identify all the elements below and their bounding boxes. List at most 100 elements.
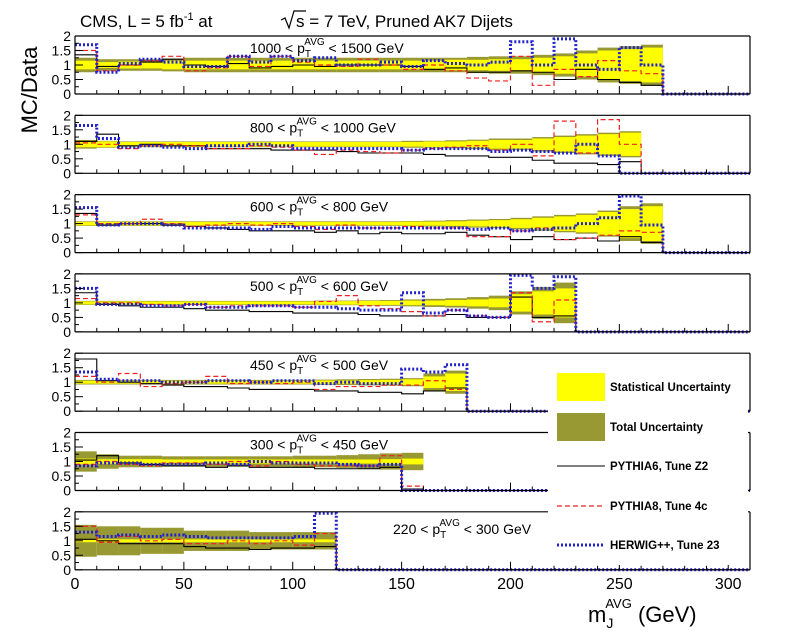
- pythia6-line: [75, 292, 750, 333]
- y-tick-label: 1: [63, 374, 71, 390]
- title-text: CMS, L = 5 fb: [80, 12, 184, 31]
- stat-uncertainty-bin: [532, 138, 555, 151]
- stat-uncertainty-bin: [358, 380, 380, 385]
- title-tail: = 7 TeV, Pruned AK7 Dijets: [305, 12, 513, 31]
- panel-2: 00.511.52 800 < pTAVG < 1000 GeV: [52, 107, 751, 181]
- stat-uncertainty-bin: [358, 300, 380, 305]
- y-tick-label: 0.5: [52, 230, 72, 246]
- stat-uncertainty-bin: [183, 459, 206, 464]
- panel-label-sup: AVG: [296, 354, 317, 365]
- stat-uncertainty-bin: [336, 380, 359, 384]
- panel-label-post: < 300 GeV: [460, 521, 532, 537]
- panel-1: 00.511.52 1000 < pTAVG < 1500 GeV: [52, 28, 751, 102]
- y-tick-label: 1.5: [52, 360, 72, 376]
- stat-uncertainty-bin: [140, 61, 163, 69]
- stat-uncertainty-bin: [445, 221, 467, 226]
- stat-uncertainty-bin: [292, 539, 315, 543]
- panel-label: 500 < pTAVG < 600 GeV: [250, 275, 389, 298]
- stat-uncertainty-bin: [314, 380, 337, 384]
- stat-uncertainty-bin: [162, 301, 184, 305]
- panel-label-pre: 800 < p: [250, 119, 297, 135]
- panel-label-post: < 500 GeV: [317, 357, 389, 373]
- stat-uncertainty-bin: [379, 300, 402, 305]
- herwig-line: [75, 37, 750, 96]
- panel-label-pre: 220 < p: [393, 521, 440, 537]
- y-tick-label: 1.5: [52, 280, 72, 296]
- stat-uncertainty-bin: [249, 539, 271, 543]
- panel-label: 1000 < pTAVG < 1500 GeV: [250, 37, 404, 60]
- panel-label-sup: AVG: [296, 116, 317, 127]
- stat-uncertainty-bin: [358, 141, 380, 147]
- stat-uncertainty-bin: [249, 301, 271, 305]
- stat-uncertainty-bin: [423, 376, 446, 388]
- panel-7: 00.511.52 220 < pTAVG < 300 GeV: [52, 504, 751, 578]
- stat-uncertainty-bin: [118, 141, 141, 147]
- stat-uncertainty-bin: [336, 141, 359, 147]
- y-tick-label: 1.5: [52, 439, 72, 455]
- stat-uncertainty-bin: [227, 301, 250, 305]
- y-tick-label: 0.5: [52, 468, 72, 484]
- stat-uncertainty-bin: [270, 60, 293, 70]
- stat-uncertainty-bin: [445, 373, 467, 391]
- stat-uncertainty-bin: [140, 301, 163, 305]
- y-tick-label: 1.5: [52, 201, 72, 217]
- legend-swatch-stat: [557, 373, 605, 401]
- stat-uncertainty-bin: [292, 221, 315, 226]
- panel-label-sub: T: [305, 49, 311, 60]
- panel-label-post: < 800 GeV: [317, 199, 389, 215]
- herwig-line: [75, 123, 750, 175]
- stat-uncertainty-bin: [314, 141, 337, 147]
- stat-uncertainty-bin: [619, 209, 642, 239]
- stat-uncertainty-bin: [575, 53, 598, 77]
- panel-label-pre: 300 < p: [250, 437, 297, 453]
- x-tick-label: 150: [388, 576, 415, 593]
- stat-uncertainty-bin: [249, 141, 271, 147]
- stat-uncertainty-bin: [401, 458, 424, 465]
- stat-uncertainty-bin: [466, 299, 489, 307]
- svg-text:CMS, L = 5 fb-1 at: CMS, L = 5 fb-1 at: [80, 11, 213, 31]
- stat-uncertainty-bin: [488, 139, 511, 149]
- x-tick-label: 200: [497, 576, 524, 593]
- stat-uncertainty-bin: [227, 60, 250, 70]
- stat-uncertainty-bin: [597, 134, 620, 155]
- stat-uncertainty-bin: [183, 221, 206, 226]
- stat-uncertainty-bin: [75, 221, 97, 226]
- stat-uncertainty-bin: [379, 141, 402, 147]
- legend-label-py6: PYTHIA6, Tune Z2: [610, 461, 708, 473]
- y-tick-label: 2: [63, 266, 71, 282]
- x-axis-title-sub: J: [606, 615, 613, 631]
- x-axis-title-main: m: [588, 602, 606, 627]
- sqrt-sign-icon: [280, 10, 306, 30]
- panel-label-pre: 450 < p: [250, 357, 297, 373]
- stat-uncertainty-bin: [75, 141, 97, 148]
- stat-uncertainty-bin: [401, 300, 424, 306]
- stat-uncertainty-bin: [597, 212, 620, 236]
- y-tick-label: 0: [63, 324, 71, 340]
- legend-label-total: Total Uncertainty: [610, 422, 704, 434]
- panel-label-sup: AVG: [296, 275, 317, 286]
- panel-label-sup: AVG: [296, 434, 317, 445]
- stat-uncertainty-bin: [379, 459, 402, 464]
- stat-uncertainty-bin: [619, 49, 642, 81]
- stat-uncertainty-bin: [249, 221, 271, 226]
- herwig-line: [75, 511, 750, 572]
- panel-label-sup: AVG: [439, 518, 460, 529]
- legend: Statistical Uncertainty Total Uncertainty…: [548, 360, 748, 565]
- stat-uncertainty-bin: [205, 141, 228, 147]
- panel-label: 220 < pTAVG < 300 GeV: [393, 518, 532, 541]
- stat-uncertainty-bin: [510, 59, 533, 71]
- y-tick-label: 2: [63, 504, 71, 520]
- panel-label-sup: AVG: [296, 196, 317, 207]
- svg-text:s = 7 TeV, Pruned AK7 Dijets: s = 7 TeV, Pruned AK7 Dijets: [296, 12, 513, 31]
- pythia8-line: [75, 292, 750, 333]
- panel-label-sub: T: [297, 128, 303, 139]
- stat-uncertainty-bin: [205, 539, 228, 543]
- y-tick-label: 0: [63, 165, 71, 181]
- stat-uncertainty-bin: [358, 459, 380, 464]
- y-tick-label: 1: [63, 533, 71, 549]
- stat-uncertainty-bin: [140, 539, 163, 543]
- stat-uncertainty-bin: [466, 140, 489, 148]
- title-at: at: [194, 12, 213, 31]
- panel-label-pre: 600 < p: [250, 199, 297, 215]
- stat-uncertainty-bin: [140, 459, 163, 464]
